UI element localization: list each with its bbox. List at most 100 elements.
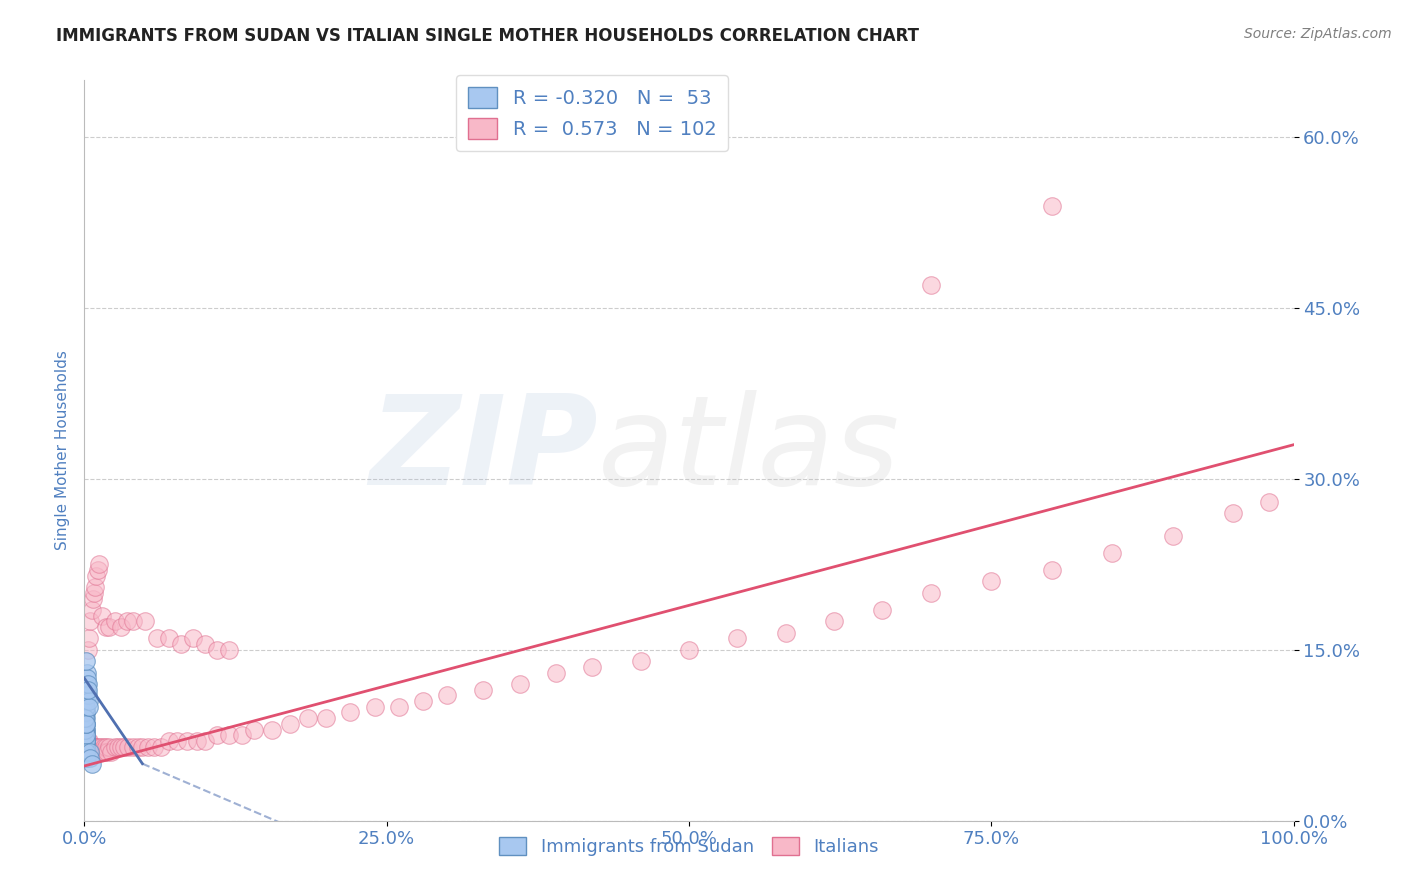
Point: [436, 689, 458, 703]
Point: [84, 580, 107, 594]
Point: [82, 739, 104, 754]
Point: [75, 739, 97, 754]
Point: [544, 665, 567, 680]
Point: [87, 558, 110, 572]
Point: [75, 745, 97, 759]
Point: [920, 278, 942, 293]
Point: [75, 654, 97, 668]
Point: [87, 739, 110, 754]
Point: [121, 739, 143, 754]
Point: [89, 745, 111, 759]
Point: [93, 739, 115, 754]
Point: [84, 739, 107, 754]
Point: [75, 716, 97, 731]
Point: [76, 677, 98, 691]
Point: [242, 723, 264, 737]
Point: [1222, 506, 1244, 520]
Point: [96, 745, 118, 759]
Point: [77, 734, 100, 748]
Point: [86, 563, 108, 577]
Point: [80, 756, 103, 771]
Point: [920, 586, 942, 600]
Point: [75, 751, 97, 765]
Point: [315, 711, 337, 725]
Point: [181, 632, 204, 646]
Point: [630, 654, 652, 668]
Point: [260, 723, 283, 737]
Point: [75, 723, 97, 737]
Point: [75, 699, 97, 714]
Point: [77, 682, 100, 697]
Point: [75, 734, 97, 748]
Point: [207, 642, 229, 657]
Point: [75, 739, 97, 754]
Point: [80, 739, 103, 754]
Point: [91, 608, 114, 623]
Point: [775, 625, 797, 640]
Point: [75, 734, 97, 748]
Point: [77, 694, 100, 708]
Point: [75, 711, 97, 725]
Point: [77, 699, 100, 714]
Point: [75, 751, 97, 765]
Point: [77, 745, 100, 759]
Point: [75, 716, 97, 731]
Point: [75, 723, 97, 737]
Point: [75, 734, 97, 748]
Point: [76, 671, 98, 685]
Point: [176, 734, 198, 748]
Point: [823, 615, 845, 629]
Point: [157, 734, 180, 748]
Point: [75, 734, 97, 748]
Point: [1040, 563, 1063, 577]
Point: [77, 689, 100, 703]
Point: [146, 632, 169, 646]
Point: [75, 716, 97, 731]
Point: [82, 745, 104, 759]
Point: [231, 728, 253, 742]
Point: [75, 706, 97, 720]
Point: [76, 682, 98, 697]
Point: [388, 699, 411, 714]
Point: [75, 706, 97, 720]
Point: [75, 689, 97, 703]
Text: Source: ZipAtlas.com: Source: ZipAtlas.com: [1244, 27, 1392, 41]
Point: [121, 615, 143, 629]
Point: [83, 745, 105, 759]
Point: [77, 734, 100, 748]
Text: IMMIGRANTS FROM SUDAN VS ITALIAN SINGLE MOTHER HOUSEHOLDS CORRELATION CHART: IMMIGRANTS FROM SUDAN VS ITALIAN SINGLE …: [56, 27, 920, 45]
Point: [104, 615, 127, 629]
Point: [79, 751, 101, 765]
Point: [75, 728, 97, 742]
Legend: Immigrants from Sudan, Italians: Immigrants from Sudan, Italians: [492, 830, 886, 863]
Point: [75, 723, 97, 737]
Point: [297, 711, 319, 725]
Point: [77, 642, 100, 657]
Point: [76, 665, 98, 680]
Point: [79, 745, 101, 759]
Point: [1101, 546, 1123, 560]
Point: [76, 677, 98, 691]
Point: [980, 574, 1002, 589]
Point: [86, 739, 108, 754]
Point: [472, 682, 495, 697]
Point: [509, 677, 531, 691]
Point: [83, 586, 105, 600]
Point: [157, 632, 180, 646]
Point: [75, 728, 97, 742]
Point: [75, 728, 97, 742]
Point: [91, 745, 114, 759]
Point: [75, 734, 97, 748]
Point: [194, 637, 217, 651]
Point: [134, 615, 156, 629]
Point: [75, 739, 97, 754]
Point: [94, 620, 117, 634]
Point: [75, 711, 97, 725]
Point: [872, 603, 894, 617]
Point: [75, 745, 97, 759]
Point: [1258, 494, 1281, 508]
Point: [1040, 198, 1063, 212]
Point: [207, 728, 229, 742]
Point: [75, 745, 97, 759]
Point: [166, 734, 188, 748]
